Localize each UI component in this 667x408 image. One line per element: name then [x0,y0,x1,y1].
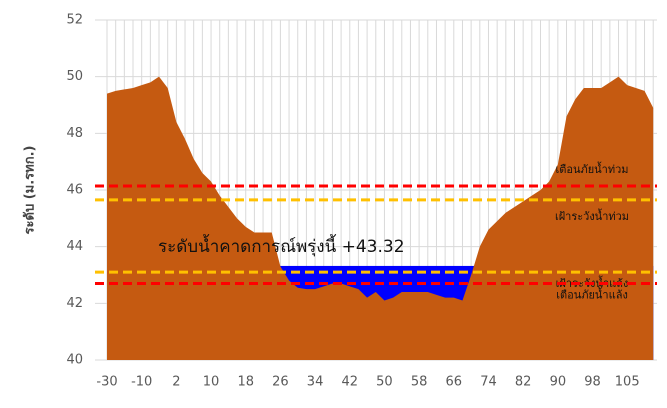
x-tick-label: 26 [272,375,289,390]
x-tick-label: 50 [376,375,393,390]
y-axis-label: ระดับ (ม.รทก.) [23,146,38,235]
x-tick-label: 105 [615,375,640,390]
y-tick-label: 40 [66,353,83,368]
x-tick-label: 18 [237,375,254,390]
x-tick-label: 90 [550,375,567,390]
water-annotation: ระดับน้ำคาดการณ์พรุ่งนี้ +43.32 [158,234,405,257]
threshold-label: เฝ้าระวังน้ำท่วม [555,208,629,223]
x-tick-label: 74 [480,375,497,390]
x-tick-label: 10 [203,375,220,390]
x-tick-label: 42 [341,375,358,390]
y-tick-label: 42 [66,296,83,311]
ground-area [107,76,654,361]
x-tick-label: 82 [515,375,532,390]
y-tick-label: 50 [66,69,83,84]
y-tick-label: 46 [66,183,83,198]
y-tick-label: 52 [66,13,83,28]
y-tick-label: 44 [66,239,83,254]
x-tick-label: 66 [446,375,463,390]
x-tick-label: -30 [96,375,117,390]
threshold-label: เตือนภัยน้ำท่วม [555,161,628,176]
x-tick-label: -10 [131,375,152,390]
x-tick-label: 98 [584,375,601,390]
threshold-label: เตือนภัยน้ำแล้ง [556,287,628,302]
x-tick-label: 58 [411,375,428,390]
x-tick-label: 2 [172,375,180,390]
x-tick-label: 34 [307,375,324,390]
y-tick-label: 48 [66,126,83,141]
